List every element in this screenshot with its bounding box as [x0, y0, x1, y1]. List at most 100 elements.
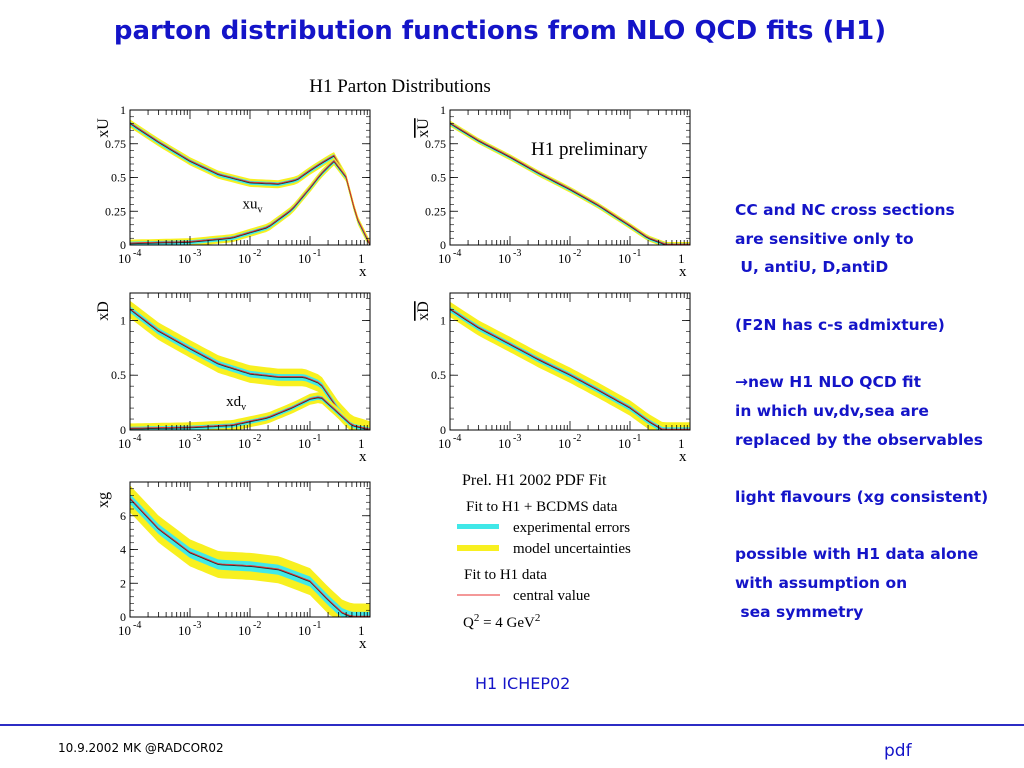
fit-curve — [129, 498, 370, 618]
x-tick-label: 1 — [358, 251, 365, 266]
legend-fit2: Fit to H1 data — [464, 567, 547, 583]
legend-exp: experimental errors — [513, 520, 630, 536]
model-uncertainty-band — [450, 301, 690, 430]
plot-frame — [449, 109, 691, 246]
y-axis-label: xD — [95, 301, 112, 321]
y-tick-label: 4 — [120, 543, 126, 557]
figure-caption: H1 ICHEP02 — [475, 674, 571, 693]
note-line — [735, 512, 1020, 541]
legend-central: central value — [513, 588, 590, 604]
x-tick-label: 1 — [678, 251, 685, 266]
x-tick-label: 10 -2 — [558, 248, 581, 266]
y-tick-label: 2 — [120, 576, 126, 590]
y-tick-label: 1 — [120, 313, 126, 327]
y-axis-label: xU — [415, 118, 432, 138]
x-tick-label: 10 -3 — [498, 248, 521, 266]
footer-divider — [0, 724, 1024, 726]
x-axis-label: x — [359, 449, 367, 465]
legend-swatch-model — [457, 545, 499, 551]
fit-curve — [129, 123, 371, 246]
x-tick-label: 10 -2 — [238, 620, 261, 638]
central-value-curve — [449, 122, 690, 245]
legend-swatch-exp — [457, 524, 499, 529]
x-tick-label: 10 -3 — [498, 433, 521, 451]
slide-title: parton distribution functions from NLO Q… — [113, 16, 887, 46]
y-tick-label: 0 — [120, 238, 126, 252]
y-axis-label: xg — [95, 492, 112, 508]
legend: Prel. H1 2002 PDF Fit Fit to H1 + BCDMS … — [457, 472, 631, 631]
model-uncertainty-band — [130, 485, 370, 617]
y-tick-label: 0.25 — [425, 204, 446, 218]
model-uncertainty-band — [130, 392, 370, 430]
x-tick-label: 10 -1 — [618, 248, 641, 266]
curve-label: xdv — [226, 394, 246, 413]
y-tick-label: 0.5 — [431, 171, 446, 185]
y-tick-label: 0 — [440, 238, 446, 252]
y-tick-label: 1 — [440, 103, 446, 117]
x-tick-label: 10 -1 — [298, 248, 321, 266]
y-tick-label: 0.25 — [105, 204, 126, 218]
y-tick-label: 0.5 — [111, 171, 126, 185]
x-axis-label: x — [359, 636, 367, 652]
x-tick-label: 10 -4 — [118, 248, 141, 266]
fit-curve — [449, 308, 690, 431]
y-tick-label: 1 — [120, 103, 126, 117]
x-tick-label: 1 — [358, 623, 365, 638]
note-line — [735, 454, 1020, 483]
note-line: CC and NC cross sections — [735, 201, 955, 219]
note-line: U, antiU, D,antiD — [735, 258, 889, 277]
central-value-curve — [129, 122, 371, 245]
y-tick-label: 0 — [120, 610, 126, 624]
y-tick-label: 0 — [120, 423, 126, 437]
note-line: light flavours (xg consistent) — [735, 487, 989, 506]
central-value-curve — [129, 308, 371, 430]
pdf-link[interactable]: pdf — [884, 741, 912, 761]
note-line: in which uv,dv,sea are — [735, 401, 929, 420]
central-value-curve — [129, 497, 370, 617]
y-axis-label: xD — [415, 301, 432, 321]
y-tick-label: 0.75 — [425, 137, 446, 151]
preliminary-label: H1 preliminary — [531, 139, 648, 160]
note-line: are sensitive only to — [735, 229, 914, 248]
fit-curve — [449, 123, 690, 246]
x-tick-label: 10 -1 — [298, 433, 321, 451]
x-tick-label: 10 -2 — [558, 433, 581, 451]
note-line: replaced by the observables — [735, 430, 983, 449]
y-tick-label: 6 — [120, 509, 126, 523]
model-uncertainty-band — [130, 300, 370, 430]
y-tick-label: 0.5 — [111, 368, 126, 382]
x-tick-label: 10 -1 — [298, 620, 321, 638]
note-line: sea symmetry — [735, 602, 864, 621]
fit-curve — [129, 309, 371, 431]
legend-model: model uncertainties — [513, 541, 631, 557]
legend-fit1: Fit to H1 + BCDMS data — [466, 499, 618, 515]
y-tick-label: 0 — [440, 423, 446, 437]
note-line: (F2N has c-s admixture) — [735, 315, 945, 334]
x-tick-label: 1 — [358, 436, 365, 451]
y-tick-label: 0.75 — [105, 137, 126, 151]
y-tick-label: 0.5 — [431, 368, 446, 382]
note-line: possible with H1 data alone — [735, 545, 979, 564]
fit-curve — [129, 160, 371, 246]
x-tick-label: 1 — [678, 436, 685, 451]
x-tick-label: 10 -3 — [178, 620, 201, 638]
central-value-curve — [449, 308, 690, 430]
x-tick-label: 10 -4 — [118, 620, 141, 638]
x-tick-label: 10 -1 — [618, 433, 641, 451]
x-tick-label: 10 -4 — [118, 433, 141, 451]
x-axis-label: x — [359, 264, 367, 280]
x-tick-label: 10 -2 — [238, 433, 261, 451]
x-tick-label: 10 -3 — [178, 433, 201, 451]
legend-header: Prel. H1 2002 PDF Fit — [462, 472, 607, 489]
x-axis-label: x — [679, 264, 687, 280]
plot-frame — [129, 109, 371, 246]
experimental-error-band — [130, 493, 370, 617]
x-axis-label: x — [679, 449, 687, 465]
note-line: with assumption on — [735, 573, 908, 592]
